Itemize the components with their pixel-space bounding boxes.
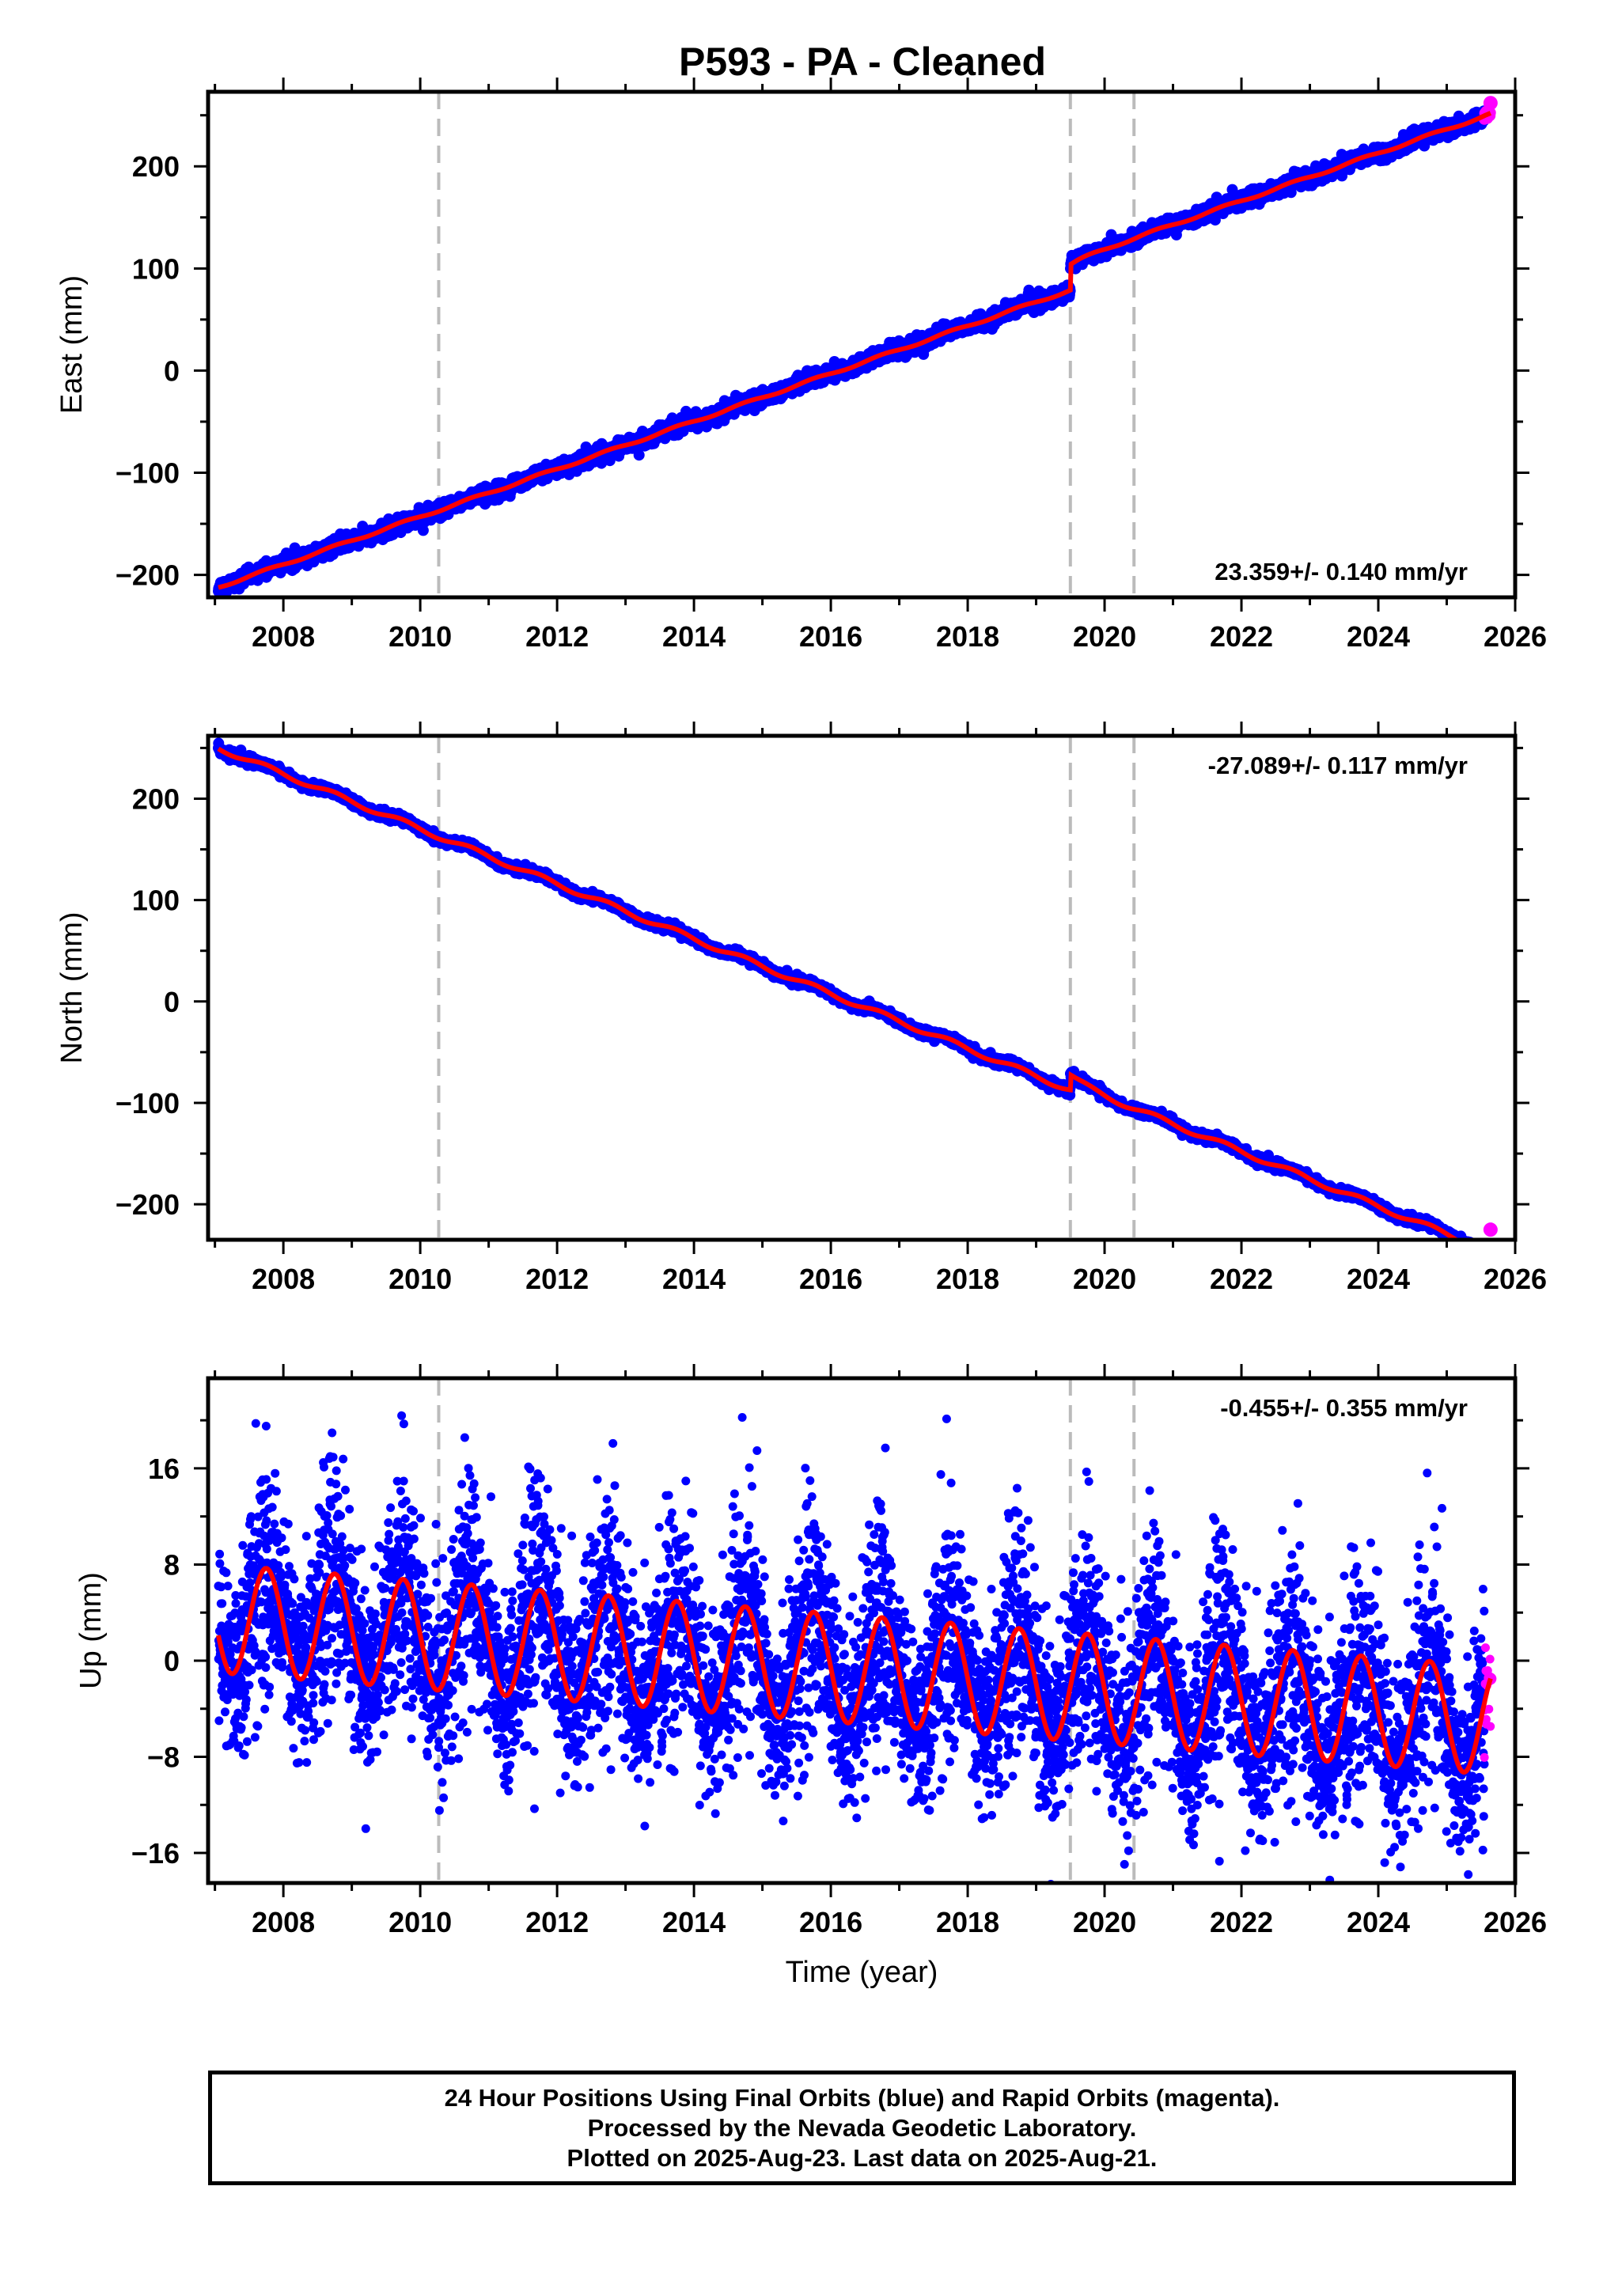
x-tick-label: 2008 [252, 620, 315, 653]
y-tick-label: −200 [116, 559, 180, 592]
x-tick-label: 2020 [1073, 620, 1136, 653]
y-axis-label-east: East (mm) [55, 275, 89, 414]
x-tick-label: 2024 [1347, 620, 1410, 653]
y-tick-label: 0 [164, 354, 180, 387]
x-tick-label: 2012 [525, 620, 589, 653]
x-tick-label: 2010 [388, 620, 452, 653]
rate-label-east: 23.359+/- 0.140 mm/yr [1215, 558, 1468, 585]
x-tick-label: 2022 [1210, 620, 1273, 653]
x-tick-label: 2026 [1484, 620, 1547, 653]
x-tick-label: 2018 [936, 620, 999, 653]
figure-title: P593 - PA - Cleaned [679, 40, 1046, 84]
panel-north: 2008 2010 2012 2014 2016 2018 2020 2022 2024 2026… [55, 722, 1547, 1295]
series-final-orbits-north [213, 737, 1486, 1240]
final-orbit-point [417, 525, 429, 536]
final-orbit-point [633, 449, 645, 461]
panels: 2008 2010 2012 2014 2016 2018 2020 2022 2024 2026… [55, 78, 1547, 1989]
x-tick-label: 2016 [799, 620, 862, 653]
y-tick-label: 200 [132, 150, 180, 183]
last-rapid-point [1483, 96, 1498, 111]
x-tick-label: 2014 [662, 620, 726, 653]
series-rapid-orbits-east [1479, 96, 1498, 125]
y-tick-label: 100 [132, 252, 180, 285]
y-tick-label: −100 [116, 457, 180, 490]
panel-east: 2008 2010 2012 2014 2016 2018 2020 2022 2024 2026… [55, 78, 1547, 653]
